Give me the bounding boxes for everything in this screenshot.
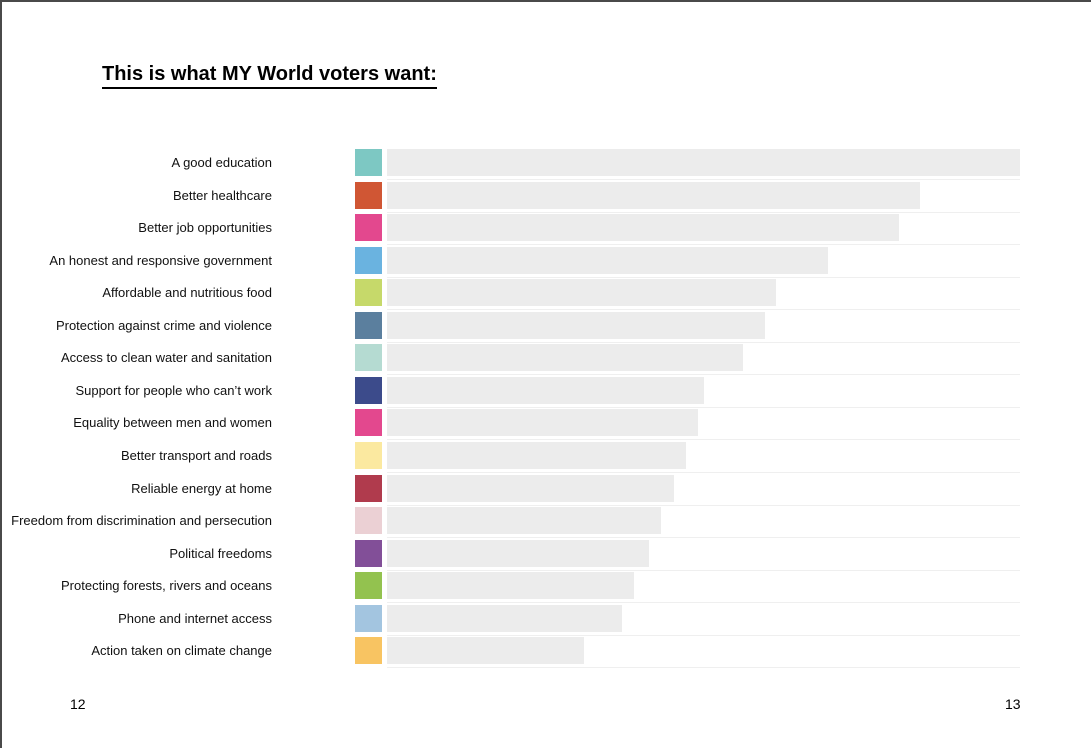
bar (387, 279, 777, 307)
bar (387, 409, 698, 437)
row-separator (387, 309, 1020, 311)
category-label: Phone and internet access (118, 610, 272, 626)
bar-row: Equality between men and women (0, 409, 1020, 441)
category-color-swatch (355, 441, 382, 469)
category-color-swatch (355, 474, 382, 502)
row-separator (387, 211, 1020, 213)
bar (387, 507, 662, 535)
category-color-swatch (355, 149, 382, 176)
bar-row: Access to clean water and sanitation (0, 344, 1020, 376)
bar (387, 539, 650, 567)
category-color-swatch (355, 539, 382, 567)
row-separator (387, 537, 1020, 539)
category-color-swatch (355, 604, 382, 632)
category-color-swatch (355, 311, 382, 339)
row-separator (387, 276, 1020, 278)
category-color-swatch (355, 214, 382, 242)
bar-row: Support for people who can’t work (0, 376, 1020, 408)
category-label: Affordable and nutritious food (102, 285, 272, 301)
category-color-swatch (355, 279, 382, 307)
category-label: Political freedoms (169, 545, 272, 561)
category-label: A good education (171, 155, 272, 170)
category-color-swatch (355, 376, 382, 404)
bar-row: Better job opportunities (0, 214, 1020, 246)
bar (387, 181, 920, 209)
bar-row: Action taken on climate change (0, 637, 1020, 669)
bar-row: Protecting forests, rivers and oceans (0, 572, 1020, 604)
bar-row: A good education (0, 149, 1020, 180)
bar (387, 214, 900, 242)
category-color-swatch (355, 344, 382, 372)
row-separator (387, 179, 1020, 180)
bar-row: Better healthcare (0, 181, 1020, 213)
bar (387, 246, 829, 274)
bar (387, 344, 743, 372)
bar (387, 441, 686, 469)
bar (387, 637, 584, 665)
row-separator (387, 569, 1020, 571)
category-color-swatch (355, 572, 382, 600)
category-color-swatch (355, 181, 382, 209)
bar (387, 376, 705, 404)
category-label: Protection against crime and violence (55, 317, 272, 333)
category-label: Support for people who can’t work (75, 382, 272, 398)
row-separator (387, 341, 1020, 343)
category-color-swatch (355, 246, 382, 274)
row-separator (387, 667, 1020, 669)
row-separator (387, 406, 1020, 408)
category-color-swatch (355, 409, 382, 437)
row-separator (387, 634, 1020, 636)
bar (387, 604, 622, 632)
row-separator (387, 374, 1020, 376)
category-label: Reliable energy at home (131, 480, 272, 496)
category-label: Action taken on climate change (91, 643, 272, 659)
category-label: Better job opportunities (138, 220, 272, 236)
row-separator (387, 602, 1020, 604)
row-separator (387, 244, 1020, 246)
category-label: Equality between men and women (73, 415, 272, 431)
bar-row: Phone and internet access (0, 604, 1020, 636)
bar-row: An honest and responsive government (0, 246, 1020, 278)
chart-title: This is what MY World voters want: (102, 62, 437, 89)
category-label: Better transport and roads (120, 447, 272, 463)
bar-row: Better transport and roads (0, 441, 1020, 473)
bar-row: Freedom from discrimination and persecut… (0, 507, 1020, 539)
bar (387, 572, 634, 600)
category-label: An honest and responsive government (49, 252, 272, 268)
category-label: Protecting forests, rivers and oceans (61, 578, 272, 594)
bar-row: Affordable and nutritious food (0, 279, 1020, 311)
category-color-swatch (355, 507, 382, 535)
category-color-swatch (355, 637, 382, 665)
bar-row: Reliable energy at home (0, 474, 1020, 506)
page-number-right: 13 (1005, 696, 1021, 712)
bar (387, 311, 765, 339)
category-label: Access to clean water and sanitation (60, 350, 272, 366)
row-separator (387, 439, 1020, 441)
bar (387, 474, 674, 502)
bar-row: Protection against crime and violence (0, 311, 1020, 343)
category-label: Freedom from discrimination and persecut… (11, 513, 272, 529)
category-label: Better healthcare (172, 187, 272, 203)
row-separator (387, 504, 1020, 506)
page-number-left: 12 (70, 696, 86, 712)
row-separator (387, 471, 1020, 473)
bar-row: Political freedoms (0, 539, 1020, 571)
bar (387, 149, 1020, 176)
